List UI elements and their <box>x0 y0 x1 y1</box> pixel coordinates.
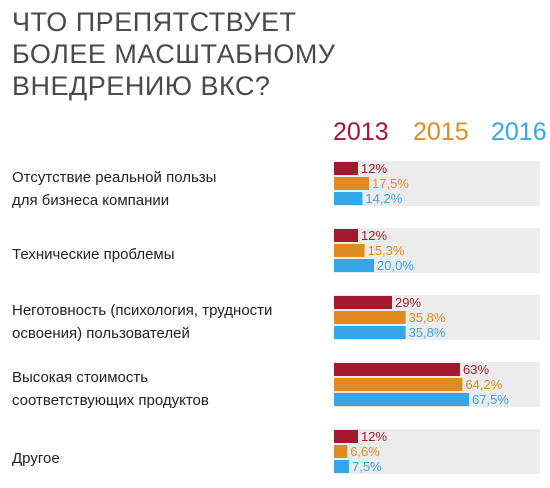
value-label-2016: 20,0% <box>377 258 414 273</box>
title-line-1: ЧТО ПРЕПЯТСТВУЕТ <box>12 7 296 37</box>
category-label: для бизнеса компании <box>12 192 169 209</box>
bar-2013 <box>334 430 358 443</box>
value-label-2016: 14,2% <box>365 191 402 206</box>
bar-2015 <box>334 244 365 257</box>
category-label: Другое <box>12 450 60 467</box>
legend: 2013 2015 2016 <box>333 118 547 146</box>
title-line-3: ВНЕДРЕНИЮ ВКС? <box>12 71 270 101</box>
category-label: Отсутствие реальной пользы <box>12 169 216 186</box>
category-label: Высокая стоимость <box>12 369 148 386</box>
bar-2016 <box>334 393 469 406</box>
legend-2015: 2015 <box>413 118 469 146</box>
legend-2013: 2013 <box>333 118 389 146</box>
bar-2013 <box>334 229 358 242</box>
value-labels: 12%17,5%14,2%12%15,3%20,0%29%35,8%35,8%6… <box>350 161 509 474</box>
category-label: Технические проблемы <box>12 246 175 263</box>
category-labels: Отсутствие реальной пользы для бизнеса ко… <box>12 169 272 467</box>
bar-2013 <box>334 162 358 175</box>
value-label-2013: 12% <box>361 429 387 444</box>
value-label-2016: 67,5% <box>472 392 509 407</box>
value-label-2015: 64,2% <box>465 377 502 392</box>
value-label-2013: 63% <box>463 362 489 377</box>
bar-2015 <box>334 378 463 391</box>
value-label-2016: 35,8% <box>409 325 446 340</box>
chart-title: ЧТО ПРЕПЯТСТВУЕТ БОЛЕЕ МАСШТАБНОМУ ВНЕДР… <box>12 7 336 101</box>
category-label: Неготовность (психология, трудности <box>12 302 272 319</box>
category-label: освоения) пользователей <box>12 325 190 342</box>
value-label-2015: 15,3% <box>368 243 405 258</box>
bar-2013 <box>334 363 460 376</box>
category-label: соответствующих продуктов <box>12 392 209 409</box>
bar-2016 <box>334 460 349 473</box>
title-line-2: БОЛЕЕ МАСШТАБНОМУ <box>12 39 336 69</box>
bar-2016 <box>334 326 406 339</box>
value-label-2015: 35,8% <box>409 310 446 325</box>
bar-2015 <box>334 445 348 458</box>
bar-2015 <box>334 311 406 324</box>
bars <box>334 162 469 473</box>
value-label-2016: 7,5% <box>352 459 382 474</box>
bar-2016 <box>334 259 374 272</box>
bar-2013 <box>334 296 392 309</box>
value-label-2015: 6,6% <box>350 444 380 459</box>
value-label-2015: 17,5% <box>372 176 409 191</box>
bar-track <box>334 429 540 474</box>
value-label-2013: 12% <box>361 228 387 243</box>
bar-2016 <box>334 192 363 205</box>
bar-2015 <box>334 177 369 190</box>
value-label-2013: 12% <box>361 161 387 176</box>
value-label-2013: 29% <box>395 295 421 310</box>
legend-2016: 2016 <box>491 118 547 146</box>
